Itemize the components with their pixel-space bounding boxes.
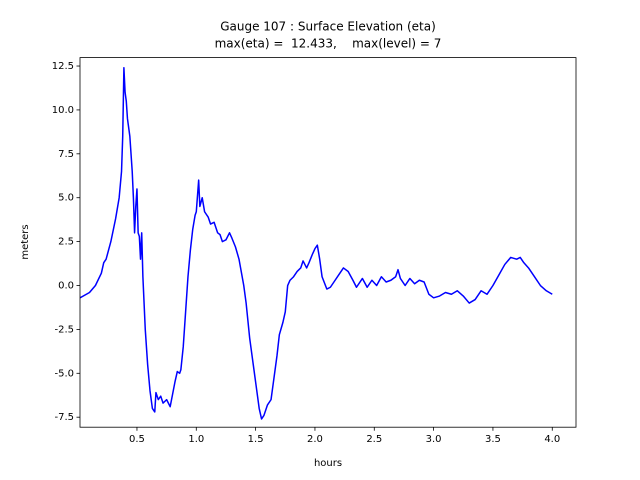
x-tick-label: 1.5 bbox=[248, 434, 264, 445]
x-tick-label: 3.0 bbox=[426, 434, 442, 445]
y-tick-label: -5.0 bbox=[54, 368, 74, 379]
x-tick-label: 2.0 bbox=[307, 434, 323, 445]
y-tick-label: 5.0 bbox=[58, 193, 74, 204]
x-tick-label: 3.5 bbox=[485, 434, 501, 445]
x-tick-label: 0.5 bbox=[129, 434, 145, 445]
x-tick-label: 4.0 bbox=[544, 434, 560, 445]
y-tick-label: -2.5 bbox=[54, 324, 74, 335]
y-tick-label: 0.0 bbox=[58, 281, 74, 292]
plot-frame bbox=[79, 57, 577, 428]
y-tick-label: 2.5 bbox=[58, 237, 74, 248]
y-tick-label: 10.0 bbox=[52, 105, 74, 116]
x-tick-label: 1.0 bbox=[188, 434, 204, 445]
y-axis-label: meters bbox=[20, 224, 31, 259]
x-tick-label: 2.5 bbox=[366, 434, 382, 445]
y-tick-label: 7.5 bbox=[58, 149, 74, 160]
x-axis-label: hours bbox=[314, 458, 342, 469]
data-line bbox=[80, 67, 553, 420]
chart-title: Gauge 107 : Surface Elevation (eta) bbox=[220, 20, 436, 34]
y-tick-label: -7.5 bbox=[54, 412, 74, 423]
y-tick-label: 12.5 bbox=[52, 61, 74, 72]
chart-subtitle: max(eta) = 12.433, max(level) = 7 bbox=[215, 37, 442, 51]
